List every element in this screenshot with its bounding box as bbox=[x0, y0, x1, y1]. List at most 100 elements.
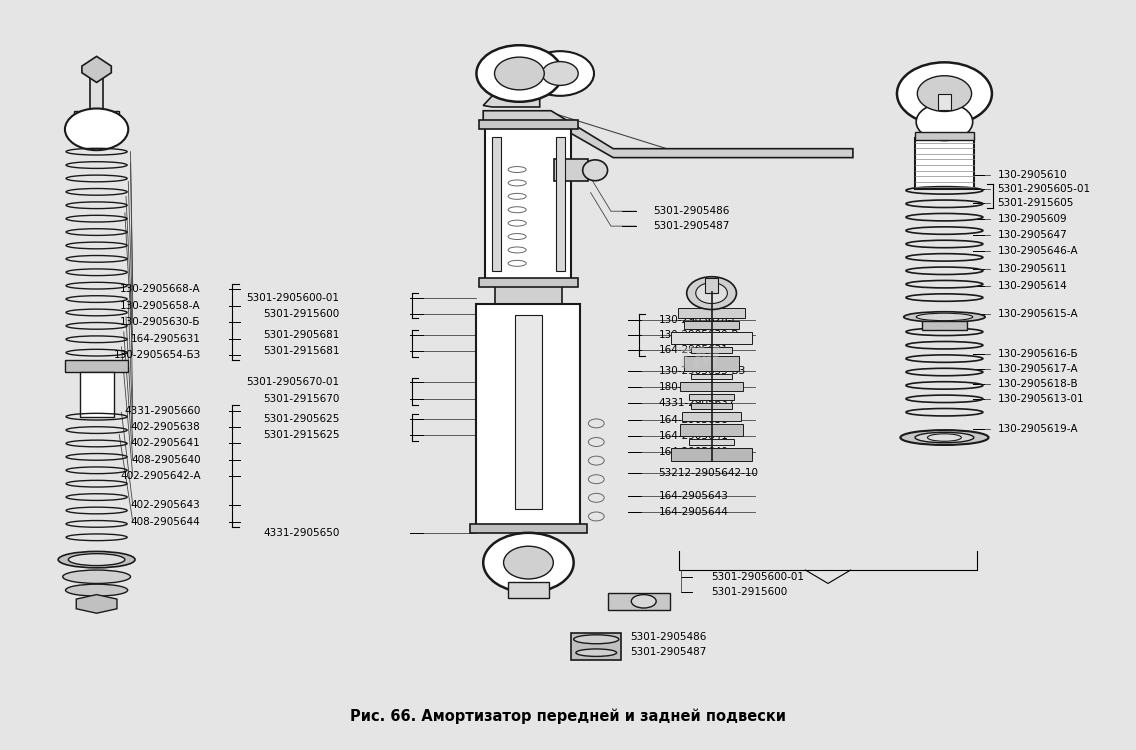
Polygon shape bbox=[82, 56, 111, 82]
Bar bbox=[671, 332, 752, 344]
Ellipse shape bbox=[914, 432, 974, 442]
Circle shape bbox=[686, 277, 736, 310]
Bar bbox=[914, 132, 974, 140]
Circle shape bbox=[526, 51, 594, 96]
Bar bbox=[691, 374, 732, 380]
Text: 130-2905630-В: 130-2905630-В bbox=[659, 330, 738, 340]
Text: 130-2905654-БЗ: 130-2905654-БЗ bbox=[114, 350, 201, 360]
Text: 5301-2915670: 5301-2915670 bbox=[264, 394, 340, 404]
Text: 4331-2905637: 4331-2905637 bbox=[659, 398, 735, 408]
Text: 408-2905640: 408-2905640 bbox=[131, 454, 201, 465]
Text: 402-2905641: 402-2905641 bbox=[131, 439, 201, 448]
Text: 130-2905616-Б: 130-2905616-Б bbox=[997, 350, 1078, 359]
Circle shape bbox=[916, 104, 972, 140]
Text: TM: TM bbox=[675, 346, 721, 374]
Text: 164-2905641: 164-2905641 bbox=[659, 431, 728, 441]
Bar bbox=[478, 121, 578, 129]
Circle shape bbox=[483, 532, 574, 592]
Bar bbox=[554, 159, 588, 182]
Bar bbox=[937, 94, 951, 110]
Ellipse shape bbox=[632, 595, 657, 608]
Polygon shape bbox=[76, 595, 117, 613]
Text: 130-2905610: 130-2905610 bbox=[997, 170, 1067, 180]
Text: 5301-2915681: 5301-2915681 bbox=[264, 346, 340, 356]
Text: 130-2905635-ВЗ: 130-2905635-ВЗ bbox=[659, 365, 745, 376]
Bar bbox=[671, 448, 752, 461]
Bar bbox=[476, 304, 580, 527]
Text: 4331-2905660: 4331-2905660 bbox=[124, 406, 201, 416]
Ellipse shape bbox=[583, 160, 608, 181]
Text: 5301-2905487: 5301-2905487 bbox=[653, 221, 729, 231]
Text: 53212-2905642-10: 53212-2905642-10 bbox=[659, 468, 759, 478]
Ellipse shape bbox=[576, 649, 617, 656]
Text: 130-2905619-А: 130-2905619-А bbox=[997, 424, 1078, 433]
Ellipse shape bbox=[904, 312, 985, 322]
Ellipse shape bbox=[927, 433, 961, 441]
Ellipse shape bbox=[68, 554, 125, 566]
Text: 130-2905647: 130-2905647 bbox=[997, 230, 1068, 240]
Bar bbox=[914, 138, 974, 189]
Bar bbox=[683, 413, 741, 422]
Text: 164-2905644: 164-2905644 bbox=[659, 507, 728, 517]
Bar bbox=[691, 404, 732, 410]
Bar bbox=[921, 321, 967, 329]
Ellipse shape bbox=[58, 551, 135, 568]
Text: 5301-2905486: 5301-2905486 bbox=[630, 632, 707, 642]
Text: 5301-2905486: 5301-2905486 bbox=[653, 206, 729, 216]
Bar bbox=[684, 356, 738, 370]
Bar bbox=[688, 439, 734, 445]
Bar bbox=[678, 308, 745, 319]
Text: 130-2905617-А: 130-2905617-А bbox=[997, 364, 1078, 374]
Polygon shape bbox=[483, 96, 540, 107]
Bar bbox=[680, 424, 743, 436]
Text: 164-2905640: 164-2905640 bbox=[659, 448, 728, 458]
Text: 402-2905642-А: 402-2905642-А bbox=[120, 471, 201, 482]
Text: 130-2905614: 130-2905614 bbox=[997, 280, 1068, 291]
Text: 408-2905644: 408-2905644 bbox=[131, 517, 201, 526]
Text: 164-2905631: 164-2905631 bbox=[131, 334, 201, 344]
Text: 5301-2915625: 5301-2915625 bbox=[264, 430, 340, 440]
Text: 130-2905611: 130-2905611 bbox=[997, 264, 1068, 274]
Circle shape bbox=[897, 62, 992, 124]
Text: 402-2905643: 402-2905643 bbox=[131, 500, 201, 510]
Text: 5301-2905681: 5301-2905681 bbox=[264, 330, 340, 340]
Circle shape bbox=[695, 283, 727, 304]
Text: 130-2905615-А: 130-2905615-А bbox=[997, 309, 1078, 319]
Ellipse shape bbox=[901, 430, 988, 445]
Circle shape bbox=[917, 76, 971, 112]
Ellipse shape bbox=[916, 314, 972, 321]
Text: 4331-2905650: 4331-2905650 bbox=[264, 528, 340, 538]
Bar bbox=[478, 278, 578, 287]
Text: 130-2905618-В: 130-2905618-В bbox=[997, 379, 1078, 389]
Text: 5301-2905625: 5301-2905625 bbox=[264, 414, 340, 424]
Bar bbox=[65, 360, 128, 372]
Text: 5301-2905605-01: 5301-2905605-01 bbox=[997, 184, 1091, 194]
Text: 130-2905628-Г: 130-2905628-Г bbox=[659, 315, 738, 325]
Text: 164-2905631: 164-2905631 bbox=[659, 345, 728, 355]
Ellipse shape bbox=[66, 584, 127, 596]
Text: 130-2905613-01: 130-2905613-01 bbox=[997, 394, 1084, 404]
Text: 164-2905638: 164-2905638 bbox=[659, 415, 728, 424]
Text: 5301-2915600: 5301-2915600 bbox=[264, 309, 340, 319]
Circle shape bbox=[503, 546, 553, 579]
Circle shape bbox=[476, 45, 562, 102]
Bar bbox=[90, 70, 103, 111]
Text: 5301-2905600-01: 5301-2905600-01 bbox=[247, 292, 340, 302]
Text: 130-2905646-А: 130-2905646-А bbox=[997, 247, 1078, 256]
Text: 5301-2915605: 5301-2915605 bbox=[997, 198, 1074, 208]
Text: 130-2905658-А: 130-2905658-А bbox=[120, 301, 201, 310]
Text: 130-2905609: 130-2905609 bbox=[997, 214, 1067, 223]
Bar bbox=[494, 286, 562, 308]
Bar bbox=[492, 136, 501, 271]
Ellipse shape bbox=[574, 634, 619, 644]
Bar bbox=[680, 382, 743, 392]
Text: 402-2905638: 402-2905638 bbox=[131, 422, 201, 432]
Circle shape bbox=[542, 62, 578, 86]
Text: 5301-2915600: 5301-2915600 bbox=[711, 587, 788, 598]
Bar bbox=[499, 561, 558, 584]
Text: 130-2905630-Б: 130-2905630-Б bbox=[120, 317, 201, 327]
Bar bbox=[684, 322, 738, 328]
Bar bbox=[74, 111, 119, 122]
Bar bbox=[80, 372, 114, 417]
Bar bbox=[469, 524, 587, 532]
